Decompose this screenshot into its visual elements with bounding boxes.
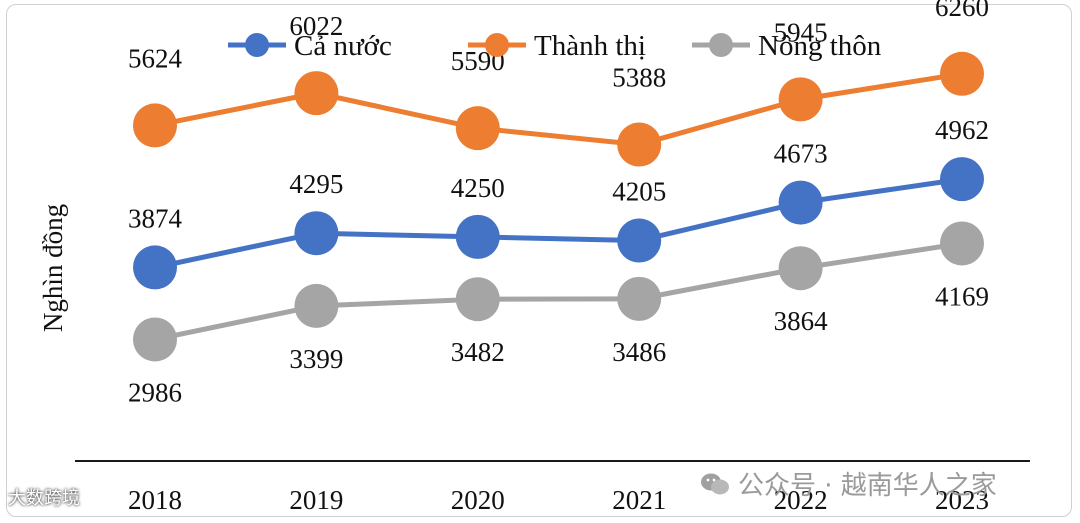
data-point <box>778 77 823 122</box>
watermark-left: 大数跨境 <box>8 484 80 510</box>
data-label: 3399 <box>289 344 343 374</box>
x-tick-label: 2018 <box>128 485 182 515</box>
data-point <box>133 103 177 148</box>
data-point <box>778 246 823 291</box>
data-label: 5388 <box>612 63 666 93</box>
data-point <box>455 277 500 322</box>
chart-frame <box>6 4 1072 517</box>
data-point <box>778 180 823 225</box>
legend-label: Cả nước <box>294 30 392 62</box>
data-label: 4673 <box>774 139 828 169</box>
data-point <box>940 221 984 266</box>
y-axis-label: Nghìn đồng <box>38 204 68 332</box>
watermark-right-text: 公众号 · 越南华人之家 <box>738 471 997 501</box>
data-label: 2986 <box>128 377 182 407</box>
series-line <box>154 71 963 148</box>
data-label: 5945 <box>774 17 828 47</box>
data-point <box>294 211 339 256</box>
data-point <box>617 276 662 321</box>
wechat-icon <box>701 473 729 494</box>
data-point <box>617 218 662 263</box>
legend-marker <box>485 33 509 57</box>
data-label: 3864 <box>774 306 829 336</box>
data-label: 5624 <box>128 43 183 73</box>
legend-marker <box>709 33 733 57</box>
legend-label: Thành thị <box>534 30 646 62</box>
data-point <box>455 106 500 151</box>
watermark-left-text: 大数跨境 <box>8 488 80 509</box>
data-point <box>617 122 662 167</box>
watermark-right: 公众号 · 越南华人之家 <box>700 465 997 502</box>
data-label: 3874 <box>128 203 183 233</box>
x-tick-label: 2021 <box>612 485 666 515</box>
data-point <box>940 157 984 202</box>
data-point <box>455 214 500 259</box>
data-label: 6260 <box>935 0 989 22</box>
data-label: 6022 <box>289 11 343 41</box>
data-label: 3482 <box>451 337 505 367</box>
data-point <box>294 71 339 116</box>
data-point <box>133 245 177 290</box>
data-point <box>133 317 177 362</box>
series-line <box>154 176 963 270</box>
legend-marker <box>245 33 269 57</box>
data-label: 4250 <box>451 173 505 203</box>
x-tick-label: 2019 <box>289 485 343 515</box>
data-label: 3486 <box>612 337 666 367</box>
data-label: 4962 <box>935 115 989 145</box>
data-label: 4169 <box>935 281 989 311</box>
data-point <box>940 51 984 96</box>
x-tick-label: 2023 <box>935 485 989 515</box>
x-tick-label: 2020 <box>451 485 505 515</box>
legend-label: Nông thôn <box>758 30 882 62</box>
series-line <box>154 240 963 342</box>
data-label: 4295 <box>289 169 343 199</box>
data-label: 4205 <box>612 177 666 207</box>
x-tick-label: 2022 <box>774 485 828 515</box>
data-point <box>294 283 339 328</box>
